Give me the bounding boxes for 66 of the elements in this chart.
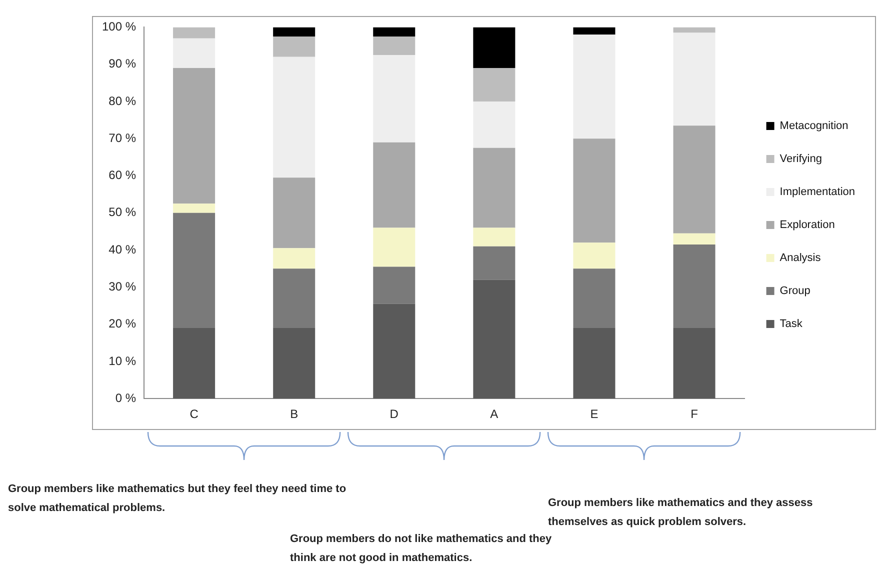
bar [373,55,416,142]
y-tick-label: 30 % [108,279,136,294]
bar [173,204,216,213]
bar [273,36,316,57]
bar [573,242,616,269]
bar [273,328,316,399]
x-tick-label: E [590,407,598,422]
legend-label: Exploration [780,219,835,232]
bar [273,268,316,328]
bar [473,101,516,148]
bar [473,27,516,68]
bar [573,34,616,139]
text: Group members like mathematics and they assess themselves as quick problem solvers. [548,496,814,530]
bar [473,68,516,102]
x-tick-label: A [490,407,498,422]
y-tick-label: 0 % [115,390,136,405]
legend-label: Analysis [780,252,822,264]
bar [173,27,216,38]
bar [173,68,216,204]
y-tick-label: 100 % [102,20,136,34]
legend-label: Task [780,318,803,330]
bar [673,233,716,244]
bar [173,328,216,399]
bar [273,56,316,178]
bar [173,38,216,68]
bar [673,27,716,33]
bar [373,142,416,228]
x-tick-label: B [290,407,298,422]
bar [173,212,216,328]
y-tick-label: 40 % [108,242,136,256]
y-tick-label: 60 % [108,168,136,182]
bar [373,36,416,56]
legend-label: Verifying [780,153,822,166]
text: Group members do not like mathematics and they think are not good in mathematics. [290,532,552,566]
bar [573,138,616,243]
bar [273,27,316,36]
bar [473,280,516,399]
x-tick-label: C [190,407,199,422]
bar [373,266,416,304]
bar [673,244,716,328]
bar [573,27,616,35]
y-tick-label: 70 % [108,130,136,145]
bar [473,148,516,228]
bar [273,248,316,269]
bar [573,328,616,399]
bar [373,304,416,399]
bar [373,228,416,267]
bar [473,246,516,280]
bar [673,32,716,126]
bar [473,228,516,246]
y-tick-label: 50 % [108,205,136,220]
text: Group members like mathematics but they feel they need time to solve mathematical problems. [8,482,348,516]
y-tick-label: 20 % [108,316,136,331]
x-tick-label: D [390,407,399,422]
legend-label: Metacognition [780,120,848,132]
bar [673,126,716,234]
bar [373,27,416,36]
y-tick-label: 90 % [108,56,136,71]
y-tick-label: 80 % [108,94,136,108]
y-tick-label: 10 % [108,354,136,368]
bar [273,178,316,248]
x-tick-label: F [690,407,698,422]
legend-label: Group [780,285,810,298]
legend-label: Implementation [780,186,856,198]
bar [673,328,716,399]
bar [573,268,616,328]
